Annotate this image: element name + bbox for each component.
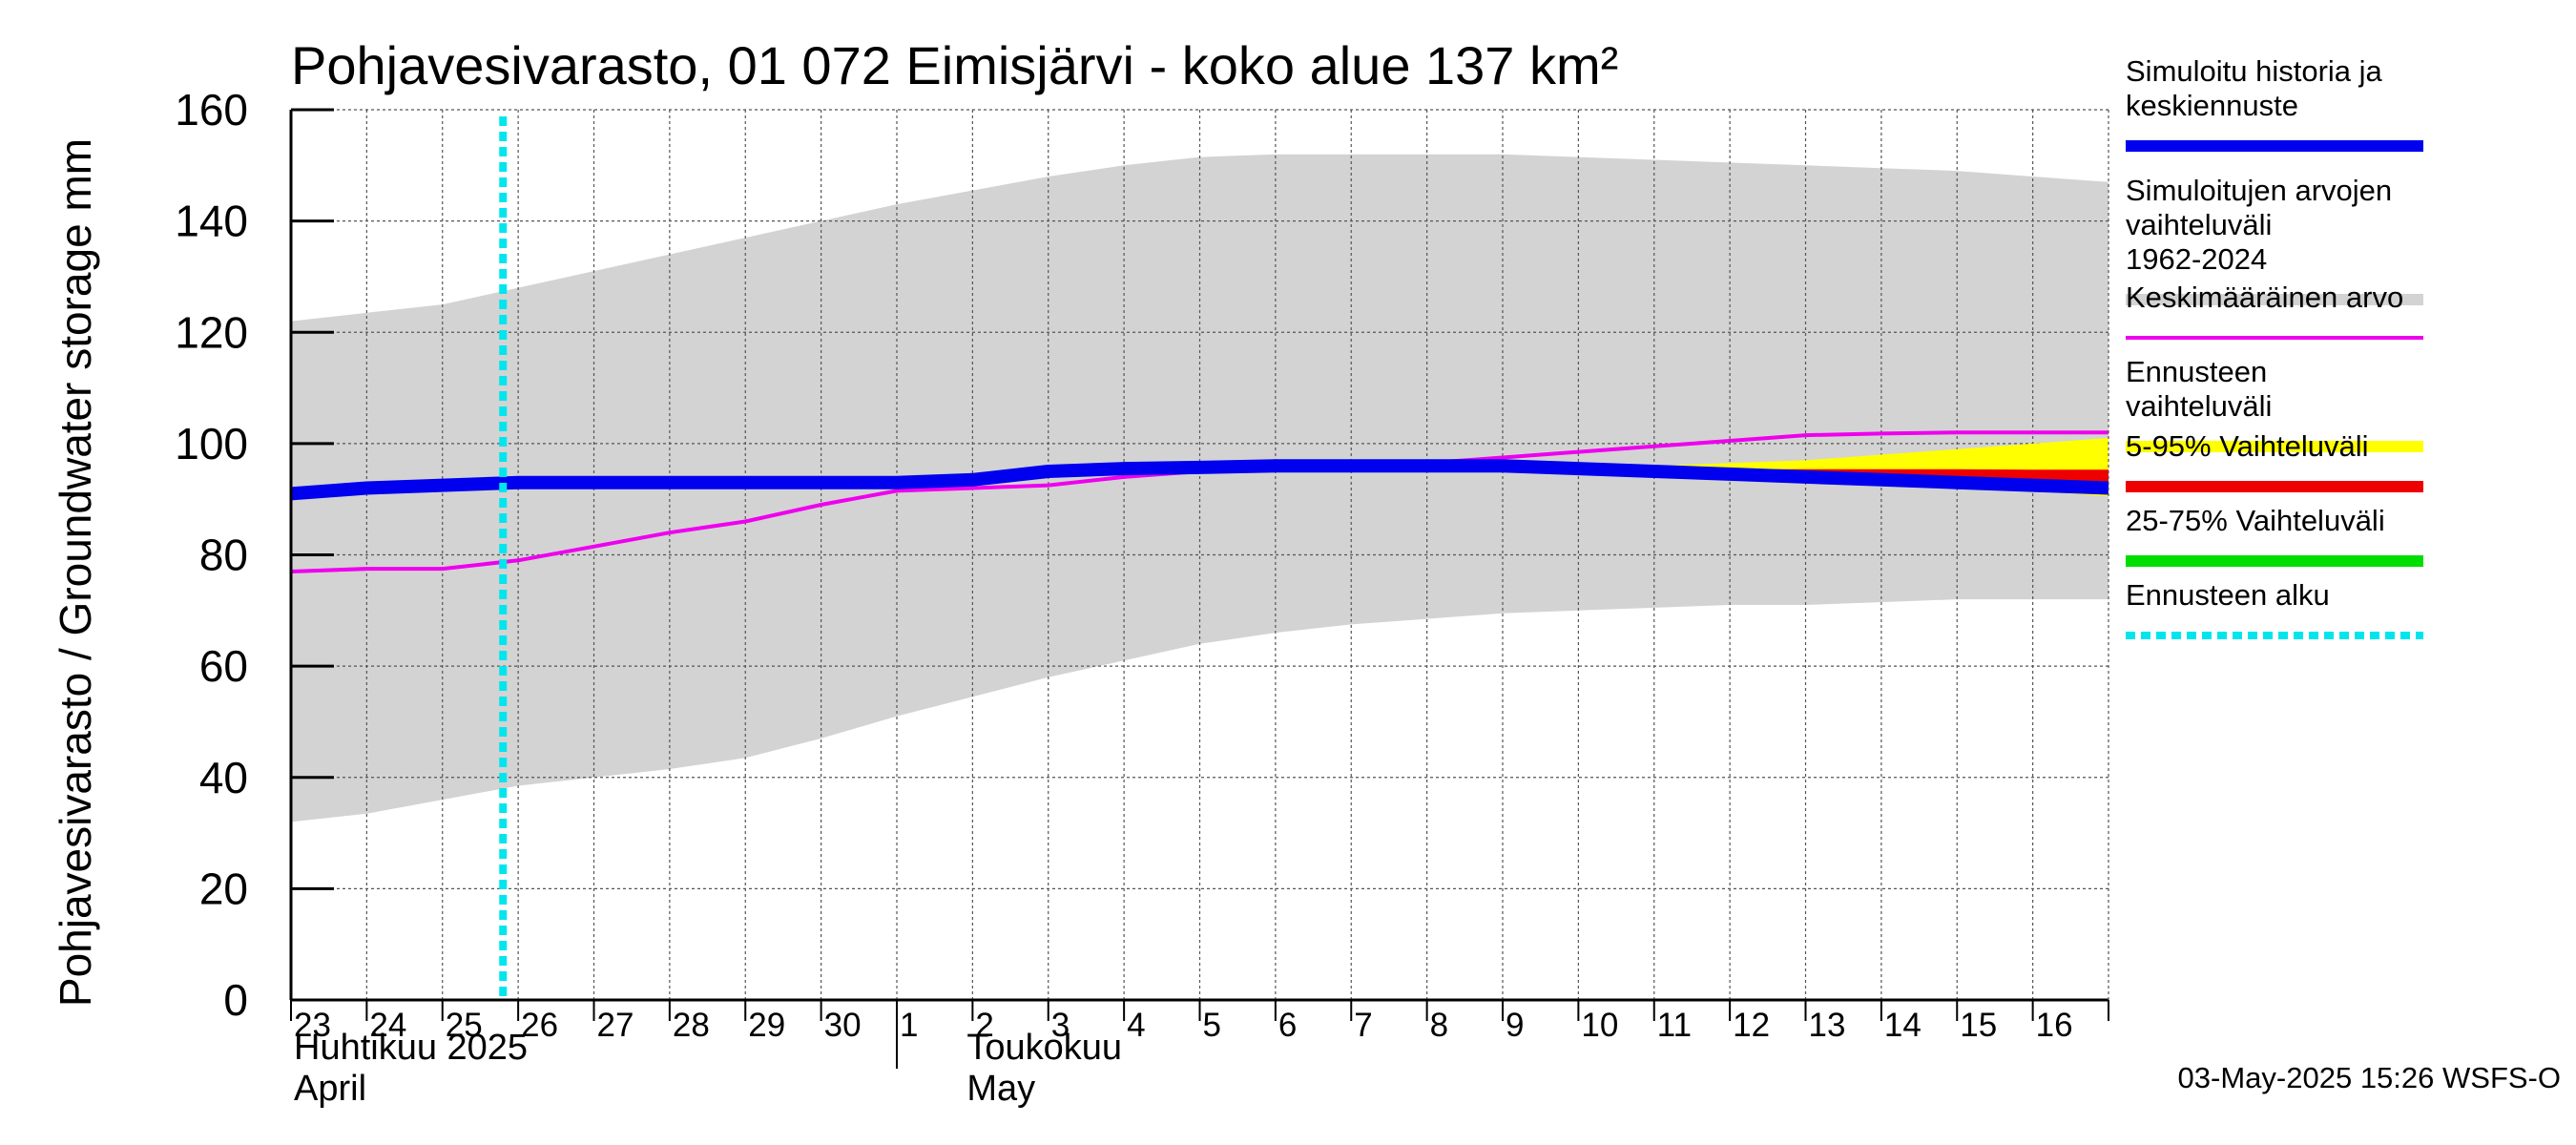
timestamp-footer: 03-May-2025 15:26 WSFS-O [2178, 1061, 2561, 1094]
x-tick-label: 6 [1278, 1007, 1297, 1044]
x-tick-label: 24 [369, 1007, 406, 1044]
x-tick-label: 9 [1506, 1007, 1524, 1044]
legend-label: 25-75% Vaihteluväli [2126, 504, 2385, 537]
x-tick-label: 5 [1203, 1007, 1221, 1044]
month-label-en: April [294, 1069, 366, 1109]
y-tick-label: 0 [223, 975, 248, 1025]
chart-title: Pohjavesivarasto, 01 072 Eimisjärvi - ko… [291, 35, 1618, 95]
x-tick-label: 7 [1354, 1007, 1372, 1044]
x-tick-label: 25 [446, 1007, 483, 1044]
x-tick-label: 27 [597, 1007, 634, 1044]
legend-label: Keskimääräinen arvo [2126, 281, 2403, 314]
y-tick-label: 80 [199, 531, 248, 580]
month-label-fi: Huhtikuu 2025 [294, 1028, 528, 1068]
legend-label: vaihteluväli [2126, 389, 2272, 423]
x-tick-label: 13 [1809, 1007, 1846, 1044]
y-tick-label: 60 [199, 641, 248, 691]
x-tick-label: 11 [1657, 1007, 1692, 1044]
y-tick-label: 40 [199, 753, 248, 802]
legend-label: keskiennuste [2126, 89, 2298, 122]
x-tick-label: 2 [975, 1007, 993, 1044]
x-tick-label: 26 [521, 1007, 558, 1044]
x-tick-label: 8 [1430, 1007, 1448, 1044]
x-tick-label: 29 [748, 1007, 785, 1044]
y-tick-label: 140 [175, 197, 248, 246]
x-tick-label: 1 [900, 1007, 918, 1044]
month-label-fi: Toukokuu [966, 1028, 1122, 1068]
x-tick-label: 4 [1127, 1007, 1145, 1044]
legend-label: 1962-2024 [2126, 242, 2267, 276]
legend-label: Ennusteen [2126, 355, 2267, 388]
month-label-en: May [966, 1069, 1035, 1109]
simulated-series-line [290, 459, 2109, 501]
x-tick-label: 23 [294, 1007, 331, 1044]
x-tick-label: 10 [1581, 1007, 1618, 1044]
legend-label: 5-95% Vaihteluväli [2126, 429, 2368, 463]
x-tick-label: 28 [673, 1007, 710, 1044]
x-tick-label: 30 [824, 1007, 862, 1044]
x-tick-label: 16 [2036, 1007, 2073, 1044]
y-tick-label: 20 [199, 864, 248, 913]
x-tick-label: 15 [1960, 1007, 1997, 1044]
x-tick-label: 14 [1884, 1007, 1922, 1044]
legend-label: Simuloitujen arvojen [2126, 174, 2392, 207]
y-tick-label: 100 [175, 419, 248, 468]
y-axis-label: Pohjavesivarasto / Groundwater storage m… [51, 138, 100, 1007]
legend-label: vaihteluväli [2126, 208, 2272, 241]
legend-label: Ennusteen alku [2126, 578, 2330, 612]
y-tick-label: 160 [175, 85, 248, 135]
y-tick-label: 120 [175, 307, 248, 357]
x-tick-label: 12 [1733, 1007, 1770, 1044]
legend-label: Simuloitu historia ja [2126, 54, 2383, 88]
x-tick-label: 3 [1051, 1007, 1070, 1044]
